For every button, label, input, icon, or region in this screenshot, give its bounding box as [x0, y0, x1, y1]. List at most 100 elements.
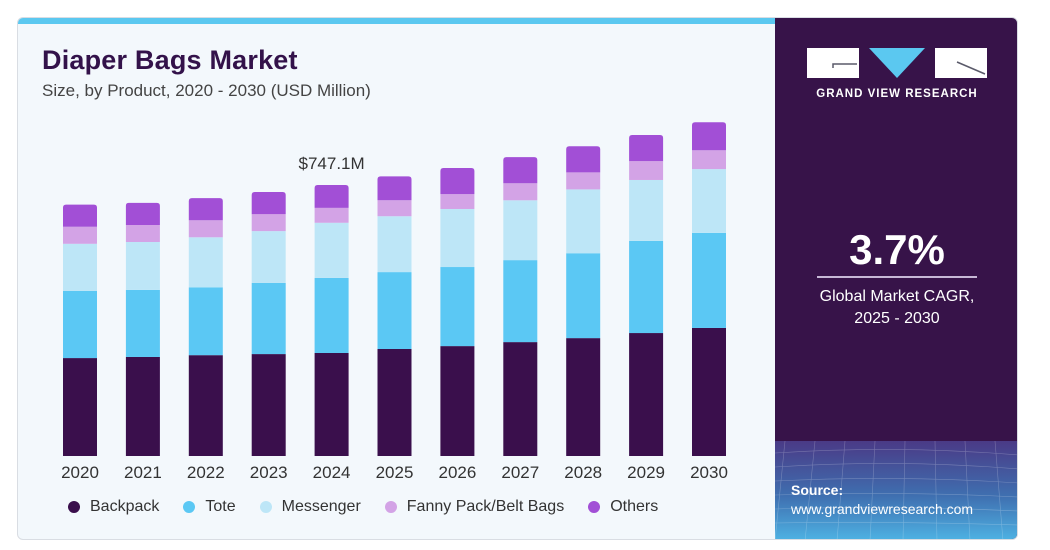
bar-messenger-2027 [503, 200, 538, 261]
x-tick-label-2025: 2025 [376, 463, 414, 482]
x-tick-label-2026: 2026 [438, 463, 476, 482]
bar-tote-2022 [188, 287, 223, 356]
source-label: Source: [791, 482, 844, 498]
bar-others-2029 [629, 134, 664, 162]
bar-tote-2027 [503, 260, 538, 343]
bar-messenger-2029 [629, 179, 664, 241]
chart-legend: Backpack Tote Messenger Fanny Pack/Belt Bag… [68, 498, 682, 516]
x-tick-label-2030: 2030 [690, 463, 728, 482]
chart-title: Diaper Bags Market [42, 45, 298, 75]
data-label-2024: $747.1M [299, 154, 365, 173]
bar-tote-2021 [125, 289, 160, 357]
legend-label: Others [610, 498, 659, 515]
bar-others-2020 [63, 204, 97, 227]
chart-card: Diaper Bags Market Size, by Product, 202… [17, 17, 1018, 540]
bar-stack-2021 [125, 202, 160, 456]
bar-backpack-2021 [125, 356, 160, 456]
legend-item-tote: Tote [183, 498, 236, 516]
bar-fanny-pack-belt-bags-2022 [188, 220, 223, 238]
x-tick-label-2024: 2024 [313, 463, 351, 482]
x-tick-label-2028: 2028 [564, 463, 602, 482]
bar-fanny-pack-belt-bags-2030 [692, 150, 726, 170]
bar-tote-2025 [377, 272, 412, 349]
legend-dot-icon [68, 501, 80, 513]
bar-others-2030 [692, 122, 726, 151]
bar-fanny-pack-belt-bags-2026 [440, 194, 475, 209]
bar-fanny-pack-belt-bags-2025 [377, 200, 412, 217]
bar-messenger-2024 [314, 222, 349, 278]
source-background [775, 441, 1017, 539]
bar-messenger-2021 [125, 241, 160, 290]
legend-dot-icon [384, 501, 397, 513]
bar-tote-2024 [314, 277, 349, 353]
bar-others-2027 [503, 157, 538, 184]
mesh-pattern-icon [775, 441, 1017, 539]
legend-dot-icon [183, 501, 196, 513]
bar-backpack-2020 [63, 358, 97, 456]
chart-subtitle: Size, by Product, 2020 - 2030 (USD Milli… [42, 81, 371, 100]
legend-label: Fanny Pack/Belt Bags [406, 498, 565, 515]
bar-others-2024 [314, 185, 349, 208]
bar-messenger-2020 [63, 243, 97, 291]
bar-fanny-pack-belt-bags-2024 [314, 207, 349, 223]
bar-backpack-2027 [503, 342, 538, 456]
top-accent-bar [18, 18, 775, 24]
x-tick-label-2029: 2029 [627, 463, 665, 482]
bar-backpack-2024 [314, 352, 349, 456]
cagr-divider [817, 276, 977, 278]
bar-tote-2020 [63, 290, 97, 359]
bar-stack-2027 [503, 157, 538, 456]
bar-tote-2023 [251, 282, 286, 355]
legend-label: Tote [205, 498, 236, 515]
bar-others-2021 [125, 202, 160, 225]
legend-label: Messenger [281, 498, 361, 515]
bar-backpack-2025 [377, 348, 412, 456]
x-tick-label-2023: 2023 [250, 463, 288, 482]
legend-item-messenger: Messenger [259, 498, 361, 516]
legend-item-backpack: Backpack [68, 498, 159, 516]
cagr-label-line1: Global Market CAGR, [819, 288, 975, 305]
bar-fanny-pack-belt-bags-2028 [566, 172, 601, 190]
bar-stack-2029 [629, 134, 664, 456]
cagr-value: 3.7% [849, 226, 945, 273]
x-tick-label-2022: 2022 [187, 463, 225, 482]
bar-fanny-pack-belt-bags-2023 [251, 214, 286, 232]
bar-backpack-2029 [629, 333, 664, 456]
bar-stack-2024 [314, 185, 349, 456]
bar-backpack-2026 [440, 346, 475, 456]
bar-backpack-2022 [188, 355, 223, 456]
cagr-label: Global Market CAGR, 2025 - 2030 [775, 286, 1017, 330]
bar-messenger-2025 [377, 216, 412, 273]
legend-label: Backpack [90, 498, 160, 515]
legend-item-others: Others [588, 498, 658, 516]
bar-messenger-2026 [440, 208, 475, 268]
bar-messenger-2022 [188, 237, 223, 288]
bar-stack-2028 [566, 146, 601, 456]
bar-fanny-pack-belt-bags-2020 [63, 226, 97, 244]
cagr-label-line2: 2025 - 2030 [854, 310, 940, 327]
stacked-bar-chart: 2020 2021 2022 2023 2024 2025 2026 2027 2028 2029… [61, 122, 728, 482]
x-tick-label-2021: 2021 [124, 463, 162, 482]
legend-dot-icon [588, 501, 601, 513]
x-tick-label-2020: 2020 [61, 463, 99, 482]
bar-fanny-pack-belt-bags-2027 [503, 183, 538, 201]
bar-others-2026 [440, 168, 475, 195]
source-url[interactable]: www.grandviewresearch.com [791, 501, 974, 517]
bar-stack-2025 [377, 176, 412, 456]
bar-others-2023 [251, 191, 286, 215]
bar-others-2028 [566, 146, 601, 173]
bar-others-2022 [188, 198, 223, 221]
x-tick-label-2027: 2027 [501, 463, 539, 482]
bar-stack-2026 [440, 168, 475, 456]
legend-dot-icon [259, 501, 272, 513]
bar-tote-2030 [692, 232, 726, 328]
brand-name: GRAND VIEW RESEARCH [816, 88, 978, 100]
bar-tote-2026 [440, 267, 475, 347]
bar-backpack-2030 [692, 327, 726, 456]
bar-messenger-2030 [692, 169, 726, 233]
bar-backpack-2023 [251, 354, 286, 456]
bar-tote-2028 [566, 253, 601, 339]
grand-view-research-logo-icon [807, 48, 987, 78]
bar-fanny-pack-belt-bags-2021 [125, 224, 160, 242]
bar-others-2025 [377, 176, 412, 201]
